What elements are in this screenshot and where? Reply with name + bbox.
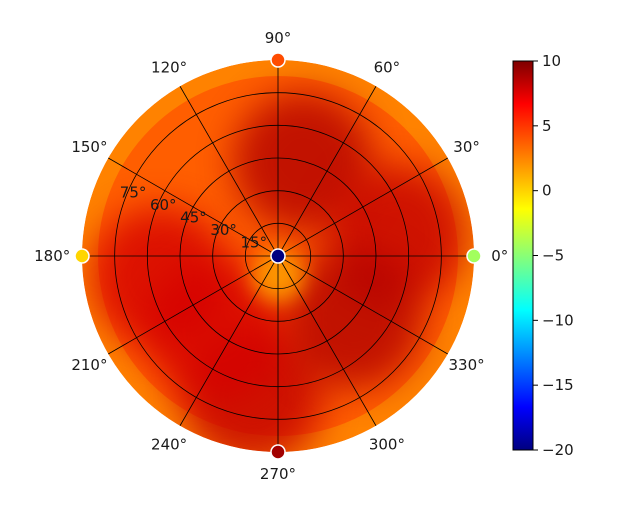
angle-tick-label: 90° bbox=[265, 29, 292, 47]
angle-tick-label: 150° bbox=[71, 138, 107, 156]
angle-tick-label: 120° bbox=[151, 58, 187, 76]
radial-tick-label: 15° bbox=[241, 233, 268, 251]
angle-gridline bbox=[277, 255, 448, 355]
data-marker bbox=[270, 52, 286, 68]
angle-tick-label: 330° bbox=[449, 356, 485, 374]
colorbar-tick-label: −20 bbox=[542, 441, 574, 459]
data-marker bbox=[466, 248, 482, 264]
polar-grid bbox=[82, 60, 474, 452]
colorbar-tick-label: −10 bbox=[542, 311, 574, 329]
angle-gridline bbox=[108, 157, 279, 257]
radial-tick-label: 60° bbox=[150, 196, 177, 214]
angle-tick-label: 0° bbox=[491, 247, 508, 265]
heatmap-surface bbox=[82, 60, 474, 452]
angle-tick-label: 270° bbox=[260, 465, 296, 483]
angle-gridline bbox=[179, 86, 279, 257]
data-marker bbox=[270, 248, 286, 264]
angle-tick-label: 180° bbox=[34, 247, 70, 265]
angle-tick-label: 30° bbox=[453, 138, 480, 156]
colorbar-ticks: 10 5 0 −5 −10 −15 −20 bbox=[533, 52, 574, 459]
radial-tick-label: 30° bbox=[210, 221, 237, 239]
angle-gridline bbox=[277, 86, 377, 257]
angle-tick-label: 300° bbox=[369, 436, 405, 454]
colorbar-tick-label: −15 bbox=[542, 376, 574, 394]
angle-tick-label: 240° bbox=[151, 436, 187, 454]
radial-tick-label: 75° bbox=[120, 183, 147, 201]
colorbar: 10 5 0 −5 −10 −15 −20 bbox=[512, 52, 574, 459]
data-marker bbox=[74, 248, 90, 264]
angle-gridline bbox=[277, 255, 377, 426]
colorbar-tick-label: 10 bbox=[542, 52, 561, 70]
colorbar-tick-label: 5 bbox=[542, 117, 552, 135]
data-markers bbox=[74, 52, 482, 460]
radial-tick-labels: 15°30°45°60°75° bbox=[120, 183, 267, 251]
radial-tick-label: 45° bbox=[180, 208, 207, 226]
angle-gridline bbox=[277, 157, 448, 257]
data-marker bbox=[270, 444, 286, 460]
angle-gridline bbox=[108, 255, 279, 355]
angle-tick-label: 60° bbox=[374, 58, 401, 76]
colorbar-tick-label: 0 bbox=[542, 182, 552, 200]
angle-gridline bbox=[179, 255, 279, 426]
colorbar-scale bbox=[512, 60, 534, 451]
angle-tick-label: 210° bbox=[71, 356, 107, 374]
colorbar-tick-label: −5 bbox=[542, 247, 564, 265]
angle-tick-labels: 0° 30° 60° 90° 120° 150° 180° 210° 240° 270° 300° 3… bbox=[34, 29, 508, 483]
